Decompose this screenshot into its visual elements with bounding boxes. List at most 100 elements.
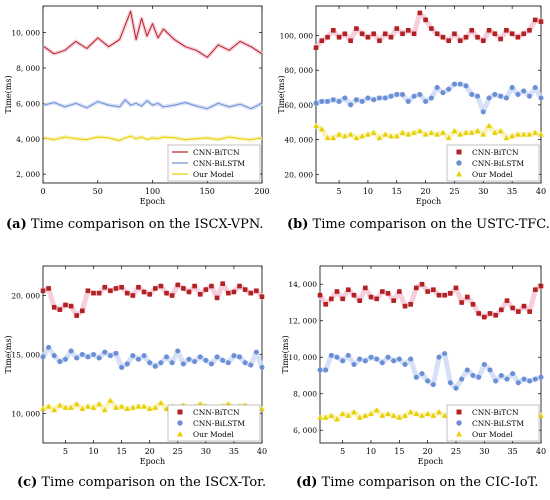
data-point xyxy=(382,31,388,37)
legend-box xyxy=(446,144,540,182)
data-point xyxy=(248,362,254,368)
data-point xyxy=(399,129,406,135)
series-glow xyxy=(42,281,264,319)
data-point xyxy=(220,281,225,286)
data-point xyxy=(428,129,435,135)
x-axis-label: Epoch xyxy=(140,197,165,206)
data-point xyxy=(328,412,335,418)
y-tick-label: 60, 000 xyxy=(284,101,313,110)
y-tick-label: 20, 000 xyxy=(284,170,313,179)
data-point xyxy=(325,34,330,40)
y-tick-label: 15, 000 xyxy=(11,351,40,360)
data-point xyxy=(419,281,425,287)
data-point xyxy=(62,356,68,362)
data-point xyxy=(328,352,334,358)
data-point xyxy=(390,412,397,418)
data-point xyxy=(85,288,91,294)
data-point xyxy=(440,34,446,40)
data-point xyxy=(68,404,74,410)
data-point xyxy=(538,412,544,418)
data-point xyxy=(422,131,429,137)
legend-box xyxy=(167,404,261,442)
x-tick-label: 150 xyxy=(200,187,215,196)
data-point xyxy=(359,133,365,139)
data-point xyxy=(374,296,379,302)
data-point xyxy=(377,38,382,44)
data-point xyxy=(339,411,346,417)
data-point xyxy=(175,282,181,288)
x-tick-label: 15 xyxy=(392,187,402,196)
data-point xyxy=(348,102,354,108)
data-point xyxy=(124,405,131,412)
x-tick-label: 5 xyxy=(340,447,345,456)
x-axis-label: Epoch xyxy=(416,197,441,206)
data-point xyxy=(527,309,532,314)
data-point xyxy=(442,351,448,357)
data-point xyxy=(457,81,463,87)
data-point xyxy=(493,312,498,318)
data-point xyxy=(130,404,136,410)
data-point xyxy=(391,358,397,364)
data-point xyxy=(451,128,458,134)
data-point xyxy=(445,135,452,141)
legend-label: Our Model xyxy=(193,170,234,179)
data-point xyxy=(510,305,515,311)
x-tick-label: 30 xyxy=(478,187,488,196)
y-tick-label: 100, 000 xyxy=(280,32,314,41)
series-cnn-bilstm xyxy=(43,97,263,111)
data-point xyxy=(192,283,197,289)
data-point xyxy=(538,374,544,380)
data-point xyxy=(329,296,334,302)
data-point xyxy=(532,129,539,135)
data-point xyxy=(388,34,394,40)
data-point xyxy=(463,129,469,135)
data-point xyxy=(447,380,453,386)
data-point xyxy=(393,133,400,139)
data-point xyxy=(481,38,486,44)
y-tick-label: 6, 000 xyxy=(293,426,317,435)
x-axis-label: Epoch xyxy=(140,457,165,466)
y-tick-label: 80, 000 xyxy=(284,66,313,75)
x-tick-label: 20 xyxy=(423,447,433,456)
data-point xyxy=(376,135,383,141)
data-point xyxy=(527,27,532,33)
data-point xyxy=(400,31,405,37)
data-point xyxy=(158,283,164,289)
data-point xyxy=(336,131,342,137)
x-tick-label: 15 xyxy=(117,447,127,456)
data-point xyxy=(68,348,74,354)
data-point xyxy=(158,400,164,406)
data-point xyxy=(334,354,340,360)
data-point xyxy=(348,38,353,44)
data-point xyxy=(510,371,516,377)
data-point xyxy=(353,135,360,141)
data-point xyxy=(446,38,451,44)
data-point xyxy=(521,376,527,382)
data-point xyxy=(436,292,442,298)
data-point xyxy=(474,128,481,134)
data-point xyxy=(453,385,459,391)
data-point xyxy=(532,85,538,91)
data-point xyxy=(538,283,544,289)
data-point xyxy=(365,34,371,40)
data-point xyxy=(347,131,354,137)
data-point xyxy=(354,26,359,31)
legend: CNN-BiTCN CNN-BiLSTM Our Model xyxy=(167,404,261,442)
x-tick-label: 30 xyxy=(201,447,211,456)
data-point xyxy=(113,286,119,291)
data-point xyxy=(405,98,411,104)
y-tick-label: 8, 000 xyxy=(293,390,317,399)
data-point xyxy=(402,412,408,418)
caption-d-letter: (d) xyxy=(296,475,318,490)
data-point xyxy=(158,360,164,366)
data-point xyxy=(365,131,371,137)
data-point xyxy=(476,311,481,316)
legend-label: CNN-BiTCN xyxy=(193,148,240,157)
series-glow xyxy=(315,81,544,115)
data-point xyxy=(237,283,242,289)
data-point xyxy=(515,34,521,40)
data-point xyxy=(405,131,412,137)
chart-panel-c: 5 10 15 20 25 30 35 40 10, 000 15, 000 20, 000 Epoc… xyxy=(4,265,267,466)
series-glow xyxy=(314,123,542,141)
